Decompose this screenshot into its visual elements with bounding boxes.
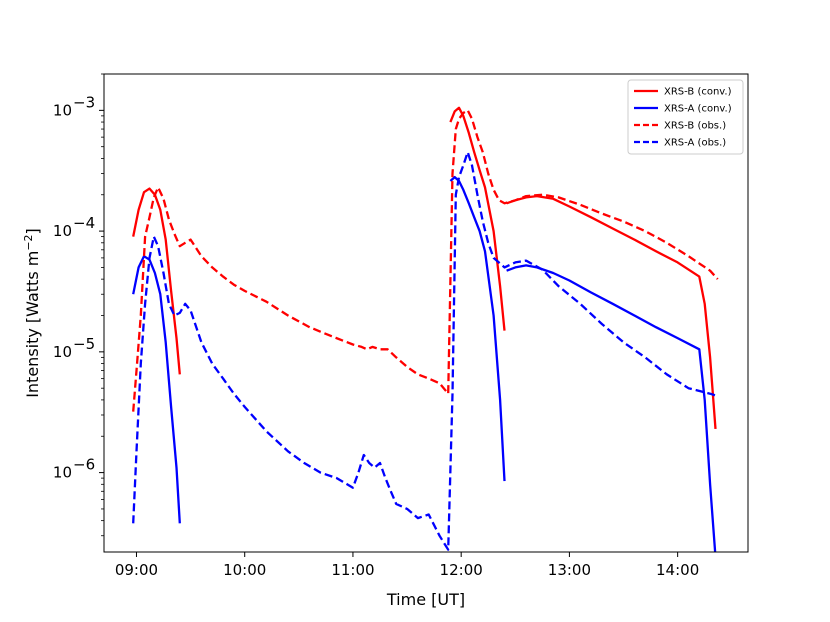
y-axis-label: Intensity [Watts m−2] [22, 228, 43, 398]
series-line-1 [132, 106, 717, 429]
x-axis: 09:00 10:00 11:00 12:00 13:00 14:00 [115, 552, 699, 579]
x-tick-label: 09:00 [115, 561, 158, 579]
series-line-3 [132, 109, 719, 412]
series-layer [132, 106, 719, 552]
plot-frame [103, 73, 749, 553]
x-tick-label: 11:00 [331, 561, 374, 579]
y-tick-label: 10 [53, 464, 72, 482]
y-axis-label-superscript: −2 [22, 234, 35, 250]
legend-label: XRS-A (conv.) [664, 104, 732, 115]
y-axis-label-main: Intensity [Watts m [23, 251, 42, 398]
y-axis: 10−610−510−410−3 [53, 73, 104, 537]
x-tick-label: 12:00 [440, 561, 483, 579]
x-tick-label: 14:00 [656, 561, 699, 579]
x-tick-label: 10:00 [223, 561, 266, 579]
legend: XRS-B (conv.) XRS-A (conv.) XRS-B (obs.) XR… [627, 79, 744, 155]
series-line-4 [132, 151, 719, 551]
x-axis-label: Time [UT] [386, 590, 465, 609]
y-tick-exponent: −4 [73, 214, 95, 232]
y-tick-label: 10 [53, 222, 72, 240]
x-tick-label: 13:00 [548, 561, 591, 579]
y-tick-exponent: −3 [73, 93, 95, 111]
y-tick-exponent: −6 [73, 456, 95, 474]
legend-label: XRS-A (obs.) [664, 138, 726, 149]
legend-box [627, 79, 744, 155]
legend-label: XRS-B (obs.) [664, 121, 726, 132]
y-axis-label-close: ] [23, 228, 42, 234]
y-tick-label: 10 [53, 101, 72, 119]
y-tick-label: 10 [53, 343, 72, 361]
legend-label: XRS-B (conv.) [664, 87, 732, 98]
y-tick-exponent: −5 [73, 335, 95, 353]
